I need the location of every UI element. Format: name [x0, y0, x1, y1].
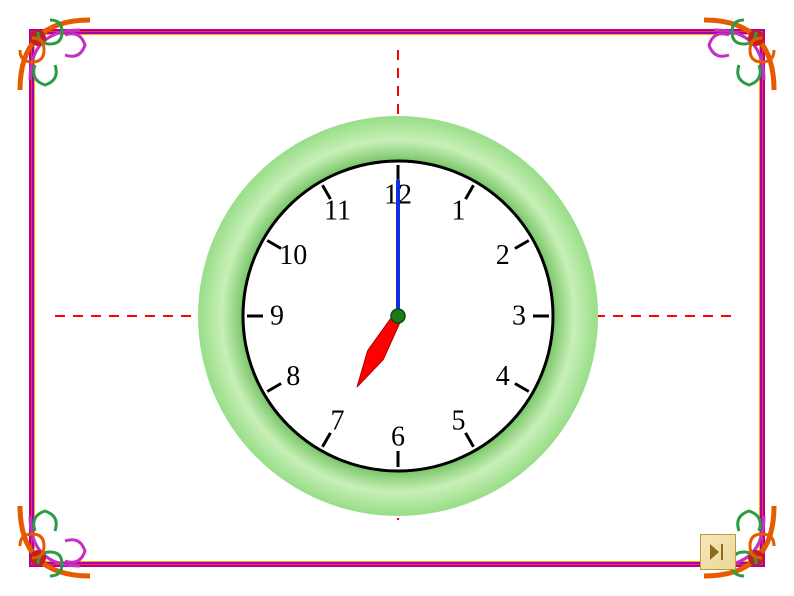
clock-number: 8 [286, 361, 300, 392]
clock-number: 2 [496, 240, 510, 271]
clock-scene: 121234567891011 [0, 0, 794, 596]
clock-number: 11 [324, 196, 351, 227]
clock-number: 1 [452, 196, 466, 227]
clock-number: 10 [279, 240, 307, 271]
clock-number: 7 [331, 405, 345, 436]
clock-number: 4 [496, 361, 510, 392]
next-button[interactable] [700, 534, 736, 570]
play-forward-icon [707, 541, 729, 563]
clock-number: 5 [452, 405, 466, 436]
clock-hub [391, 309, 405, 323]
clock-number: 3 [512, 301, 526, 332]
clock-number: 9 [270, 301, 284, 332]
clock-number: 6 [391, 422, 405, 453]
